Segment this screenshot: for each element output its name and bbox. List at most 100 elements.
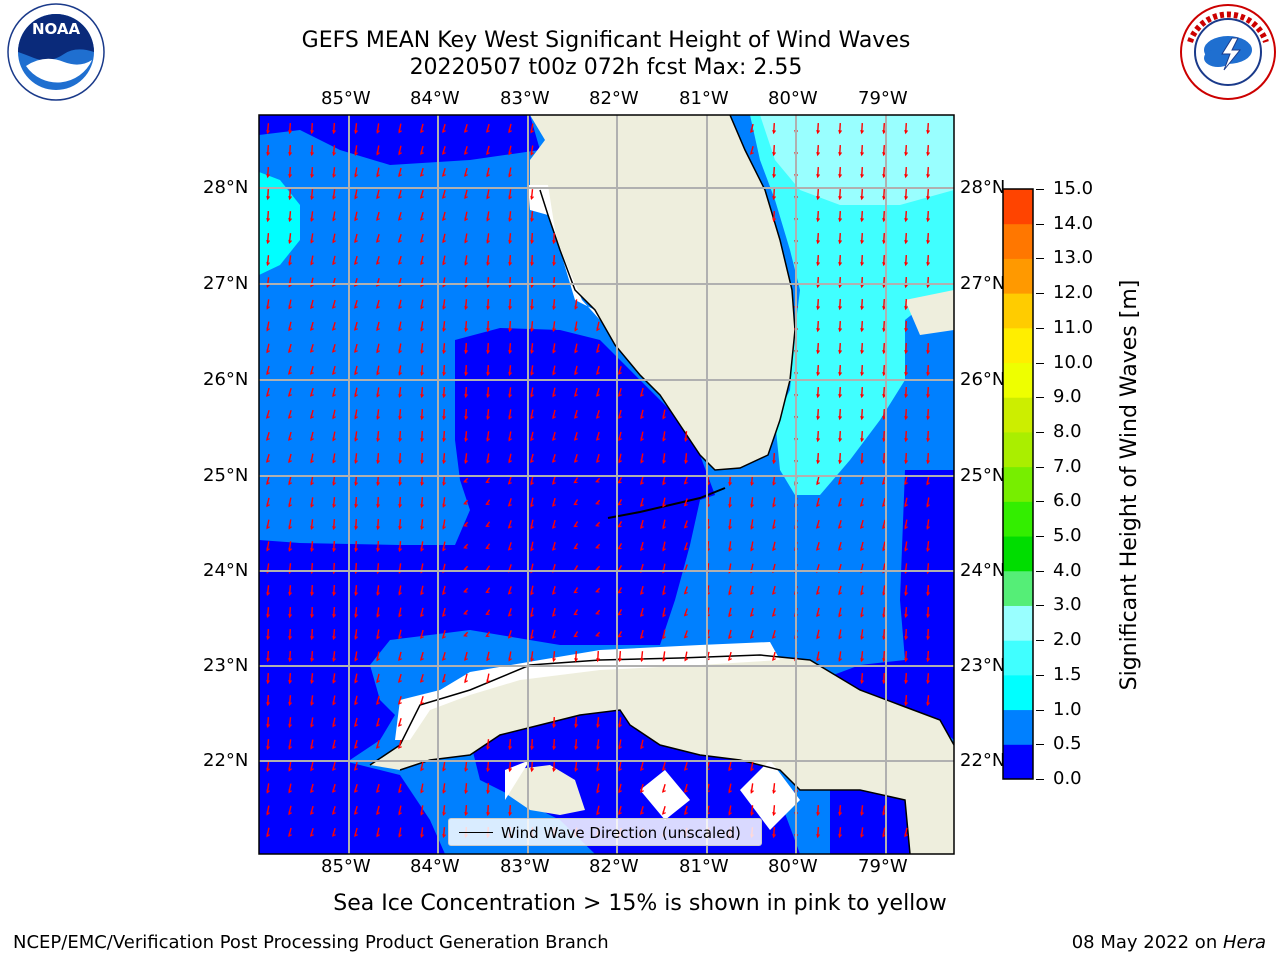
wind-wave-arrowhead <box>266 349 270 354</box>
wind-wave-arrowhead <box>574 458 578 463</box>
wind-wave-arrowhead <box>838 283 842 289</box>
wind-wave-arrowhead <box>684 437 689 443</box>
wind-wave-arrowhead <box>596 657 600 663</box>
wind-wave-arrowhead <box>507 546 512 551</box>
wind-wave-arrowhead <box>420 371 425 377</box>
sea-20-30-region <box>760 115 954 205</box>
colorbar-tick-mark <box>1036 223 1044 225</box>
legend-label: Wind Wave Direction (unscaled) <box>501 824 741 842</box>
wind-wave-arrowhead <box>354 525 358 531</box>
wind-wave-arrowhead <box>838 327 842 333</box>
wind-wave-arrowhead <box>508 415 512 420</box>
wind-wave-arrowhead <box>904 657 908 663</box>
wind-wave-arrowhead <box>904 393 908 399</box>
lon-label: 84°W <box>410 88 460 109</box>
footer-date: 08 May 2022 on <box>1071 932 1223 953</box>
wind-wave-arrowhead <box>640 392 644 398</box>
wind-wave-arrowhead <box>288 327 292 332</box>
wind-wave-arrowhead <box>420 129 424 134</box>
wind-wave-arrowhead <box>398 459 402 465</box>
wind-wave-arrowhead <box>926 349 930 355</box>
wind-wave-arrowhead <box>904 503 908 508</box>
wind-wave-arrowhead <box>486 261 491 267</box>
wind-wave-arrowhead <box>332 832 336 837</box>
wind-wave-arrowhead <box>420 194 424 199</box>
footer-machine: Hera <box>1222 932 1266 953</box>
wind-wave-arrowhead <box>926 129 930 135</box>
wind-wave-arrowhead <box>266 723 270 729</box>
wind-wave-arrowhead <box>310 503 315 508</box>
wind-wave-arrowhead <box>750 525 755 530</box>
wind-wave-arrowhead <box>683 590 688 595</box>
wind-wave-arrowhead <box>530 129 534 134</box>
wind-wave-arrowhead <box>266 129 271 135</box>
wind-wave-arrowhead <box>508 173 512 178</box>
wind-wave-arrowhead <box>442 172 446 177</box>
wind-wave-arrowhead <box>266 327 270 332</box>
wind-wave-arrowhead <box>354 657 358 662</box>
colorbar-band <box>1003 744 1033 780</box>
wind-wave-arrowhead <box>376 503 380 509</box>
sea-15-20-region <box>750 115 954 495</box>
wind-wave-arrowhead <box>860 415 864 421</box>
wind-wave-arrowhead <box>376 304 380 309</box>
wind-wave-arrowhead <box>266 525 270 530</box>
wind-wave-arrowhead <box>486 415 491 421</box>
wind-wave-arrowhead <box>860 833 865 838</box>
wind-wave-arrowhead <box>442 678 446 683</box>
wind-wave-arrowhead <box>442 261 446 266</box>
colorbar-band <box>1003 640 1033 676</box>
wind-wave-arrowhead <box>332 326 336 331</box>
colorbar-tick-label: 2.0 <box>1053 629 1082 651</box>
wind-wave-arrowhead <box>420 172 424 177</box>
wind-wave-arrowhead <box>640 459 644 464</box>
wind-wave-arrowhead <box>816 327 820 333</box>
wind-wave-arrowhead <box>288 547 293 552</box>
wind-wave-arrowhead <box>860 371 864 377</box>
wind-wave-arrowhead <box>354 788 358 793</box>
wind-wave-arrowhead <box>662 788 666 793</box>
wind-wave-arrowhead <box>463 589 468 593</box>
wind-wave-arrowhead <box>310 591 314 597</box>
wind-wave-arrowhead <box>772 195 776 201</box>
wind-wave-arrowhead <box>354 701 358 706</box>
lat-label: 23°N <box>203 655 249 676</box>
wind-wave-arrowhead <box>376 327 380 332</box>
wind-wave-arrowhead <box>288 832 292 838</box>
wind-wave-arrowhead <box>310 459 314 464</box>
colorbar-band <box>1003 674 1033 711</box>
wind-wave-arrowhead <box>904 701 908 707</box>
lat-label: 27°N <box>203 273 249 294</box>
wind-wave-arrowhead <box>376 811 380 816</box>
wind-wave-arrowhead <box>838 811 842 817</box>
wind-wave-arrowhead <box>508 195 513 200</box>
wind-wave-arrowhead <box>838 459 842 465</box>
sea-00-05-region <box>259 115 540 165</box>
wind-wave-arrowhead <box>750 634 754 639</box>
wind-wave-arrowhead <box>354 173 358 178</box>
wind-wave-arrowhead <box>398 700 402 705</box>
wind-wave-arrowhead <box>860 613 864 618</box>
wind-wave-arrowhead <box>376 415 381 420</box>
colorbar-tick-mark <box>1036 640 1044 642</box>
wind-wave-arrowhead <box>530 525 534 530</box>
wind-wave-arrowhead <box>552 349 556 354</box>
colorbar-tick-label: 5.0 <box>1053 525 1082 547</box>
wind-wave-arrowhead <box>486 239 491 244</box>
wind-wave-arrowhead <box>464 305 469 311</box>
wind-wave-arrowhead <box>442 459 446 465</box>
wind-wave-arrowhead <box>507 502 512 507</box>
wind-wave-arrowhead <box>772 634 776 639</box>
wind-wave-arrowhead <box>860 393 864 399</box>
wind-wave-arrowhead <box>310 723 314 728</box>
wind-wave-arrowhead <box>310 261 314 266</box>
colorbar-tick-label: 8.0 <box>1053 420 1082 442</box>
wind-wave-arrowhead <box>882 261 886 267</box>
wind-wave-arrowhead <box>552 305 557 311</box>
wind-wave-arrowhead <box>398 656 402 662</box>
wind-wave-arrowhead <box>530 217 534 223</box>
wind-wave-arrowhead <box>508 327 512 333</box>
lon-label: 79°W <box>858 856 908 877</box>
wind-wave-arrowhead <box>926 657 930 663</box>
wind-wave-arrowhead <box>376 722 380 727</box>
